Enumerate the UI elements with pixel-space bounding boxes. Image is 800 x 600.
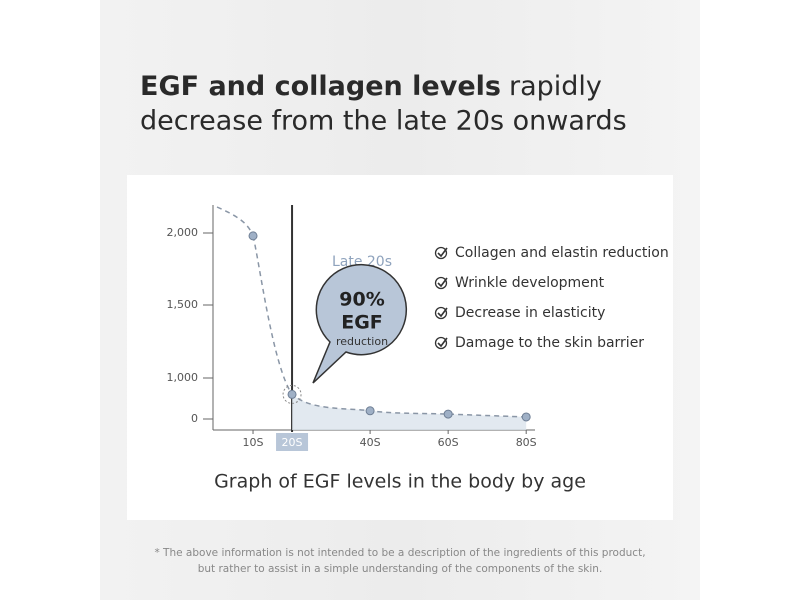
area xyxy=(292,394,527,430)
x-tick-label: 60S xyxy=(438,436,459,449)
marker xyxy=(248,231,258,241)
check-text: Collagen and elastin reduction xyxy=(455,245,669,261)
bubble-value: 90% xyxy=(339,289,384,311)
footnote: but rather to assist in a simple underst… xyxy=(198,563,603,575)
headline-line2: decrease from the late 20s onwards xyxy=(140,106,627,137)
card xyxy=(127,175,673,520)
checklist: Collagen and elastin reduction Wrinkle de… xyxy=(434,245,669,351)
check-icon xyxy=(434,306,448,320)
y-tick-label: 0 xyxy=(191,412,198,425)
check-mark xyxy=(437,307,448,318)
x-tick-label: 80S xyxy=(516,436,537,449)
marker xyxy=(443,409,453,419)
x-tick-label: 10S xyxy=(243,436,264,449)
curve-lead xyxy=(216,206,254,237)
check-text: Decrease in elasticity xyxy=(455,305,605,321)
caption: Graph of EGF levels in the body by age xyxy=(214,471,586,493)
y-tick-label: 1,500 xyxy=(167,298,199,311)
y-tick-label: 2,000 xyxy=(167,226,199,239)
marker xyxy=(365,406,375,416)
bubble xyxy=(312,263,408,384)
check-icon xyxy=(434,246,448,260)
x-tick-label: 20S xyxy=(282,436,303,449)
highlight-label: Late 20s xyxy=(332,254,392,270)
check-text: Damage to the skin barrier xyxy=(455,335,644,351)
marker-halo xyxy=(282,384,302,404)
marker xyxy=(287,389,297,399)
check-mark xyxy=(437,277,448,288)
headline-rest: rapidly xyxy=(509,71,602,102)
check-icon xyxy=(434,336,448,350)
bubble-text: reduction xyxy=(336,335,388,348)
check-mark xyxy=(437,337,448,348)
x-tick-label: 40S xyxy=(360,436,381,449)
bubble-text: EGF xyxy=(341,312,383,334)
headline: EGF and collagen levels rapidly xyxy=(140,71,602,102)
marker xyxy=(521,412,531,422)
check-mark xyxy=(437,247,448,258)
check-icon xyxy=(434,276,448,290)
headline-bold: EGF and collagen levels xyxy=(140,71,501,102)
check-text: Wrinkle development xyxy=(455,275,605,291)
y-tick-label: 1,000 xyxy=(167,371,199,384)
x-tick-highlight xyxy=(276,433,309,451)
footnote: * The above information is not intended … xyxy=(154,547,645,559)
